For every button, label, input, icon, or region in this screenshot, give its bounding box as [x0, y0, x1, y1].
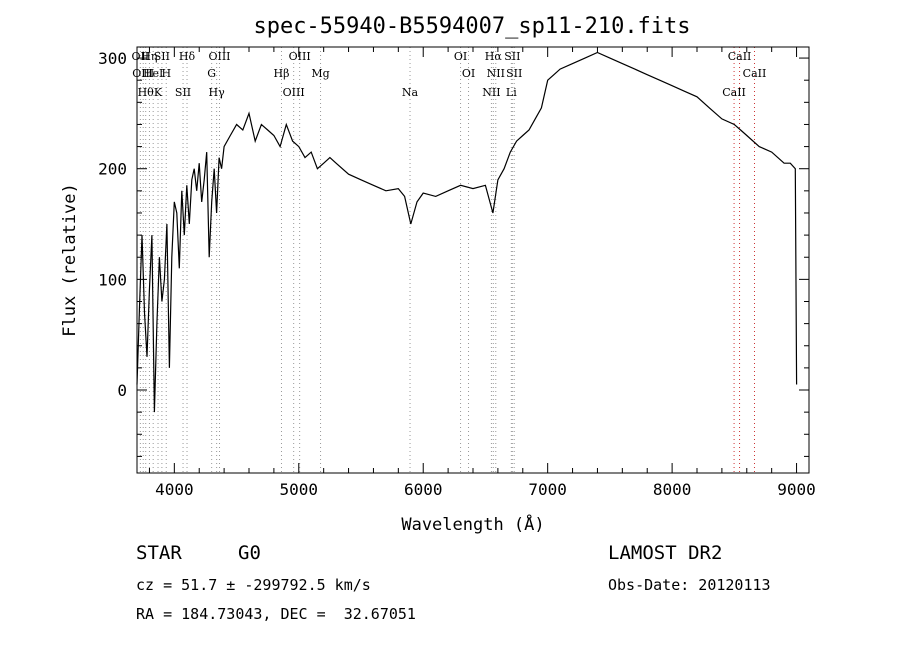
- spectral-line-label: K: [154, 86, 163, 99]
- spectral-line-label: OIII: [289, 50, 311, 63]
- spectral-line-label: NII: [487, 67, 505, 80]
- spectral-line-label: CaII: [743, 67, 767, 80]
- spectral-line-label: OIII: [283, 86, 305, 99]
- spectral-line-label: Na: [402, 86, 419, 99]
- spectral-line-label: SII: [154, 50, 170, 63]
- spectrum-series-line: [136, 51, 798, 413]
- spectral-line-label: CaII: [722, 86, 746, 99]
- spectral-line-label: Hα: [485, 50, 503, 63]
- redshift-readout: cz = 51.7 ± -299792.5 km/s: [136, 576, 371, 594]
- spectral-line-label: SII: [504, 50, 520, 63]
- y-tick-label: 0: [117, 381, 127, 400]
- spectral-line-label: G: [207, 67, 216, 80]
- spectral-line-label: HeI: [143, 67, 163, 80]
- spectral-line-label: OIII: [132, 67, 154, 80]
- x-axis-label: Wavelength (Å): [401, 513, 544, 535]
- x-tick-label: 9000: [777, 480, 816, 499]
- chart-title: spec-55940-B5594007_sp11-210.fits: [253, 14, 690, 39]
- x-axis-ticks: 4000 5000 6000 7000 8000 9000: [148, 47, 816, 499]
- x-tick-label: 7000: [528, 480, 567, 499]
- spectral-line-label: Hη: [141, 50, 157, 63]
- y-tick-label: 300: [98, 49, 127, 68]
- spectral-line-label: NII: [482, 86, 500, 99]
- spectral-line-label: Hγ: [209, 86, 226, 99]
- y-tick-label: 200: [98, 160, 127, 179]
- object-class: STAR: [136, 542, 182, 564]
- spectral-line-label: OII: [132, 50, 150, 63]
- spectral-line-label: OIII: [208, 50, 230, 63]
- y-tick-label: 100: [98, 270, 127, 289]
- x-tick-label: 6000: [404, 480, 443, 499]
- x-tick-label: 8000: [653, 480, 692, 499]
- spectral-line-label: H: [161, 67, 171, 80]
- spectral-line-label: CaII: [728, 50, 752, 63]
- spectral-line-label: Mg: [311, 67, 329, 80]
- spectral-line-label: SII: [506, 67, 522, 80]
- spectral-line-label: OI: [462, 67, 475, 80]
- spectral-line-markers: [139, 47, 755, 473]
- spectral-line-labels: OII OIII Hθ Hη HeI K SII H SII Hδ G Hγ OIII Hβ OIII OII…: [132, 50, 767, 99]
- spectral-line-label: Hβ: [274, 67, 290, 80]
- survey-name: LAMOST DR2: [608, 542, 723, 564]
- object-subclass: G0: [238, 542, 261, 564]
- observation-date: Obs-Date: 20120113: [608, 576, 771, 594]
- x-tick-label: 5000: [280, 480, 319, 499]
- spectral-line-label: OI: [454, 50, 467, 63]
- y-axis-label: Flux (relative): [60, 183, 80, 337]
- spectral-line-label: Hθ: [138, 86, 155, 99]
- x-tick-label: 4000: [155, 480, 194, 499]
- coordinates-readout: RA = 184.73043, DEC = 32.67051: [136, 605, 416, 623]
- spectral-line-label: SII: [175, 86, 191, 99]
- plot-frame: [136, 46, 810, 474]
- spectral-line-label: Li: [506, 86, 517, 99]
- spectral-line-label: Hδ: [179, 50, 196, 63]
- y-axis-ticks: 0 100 200 300: [98, 49, 809, 457]
